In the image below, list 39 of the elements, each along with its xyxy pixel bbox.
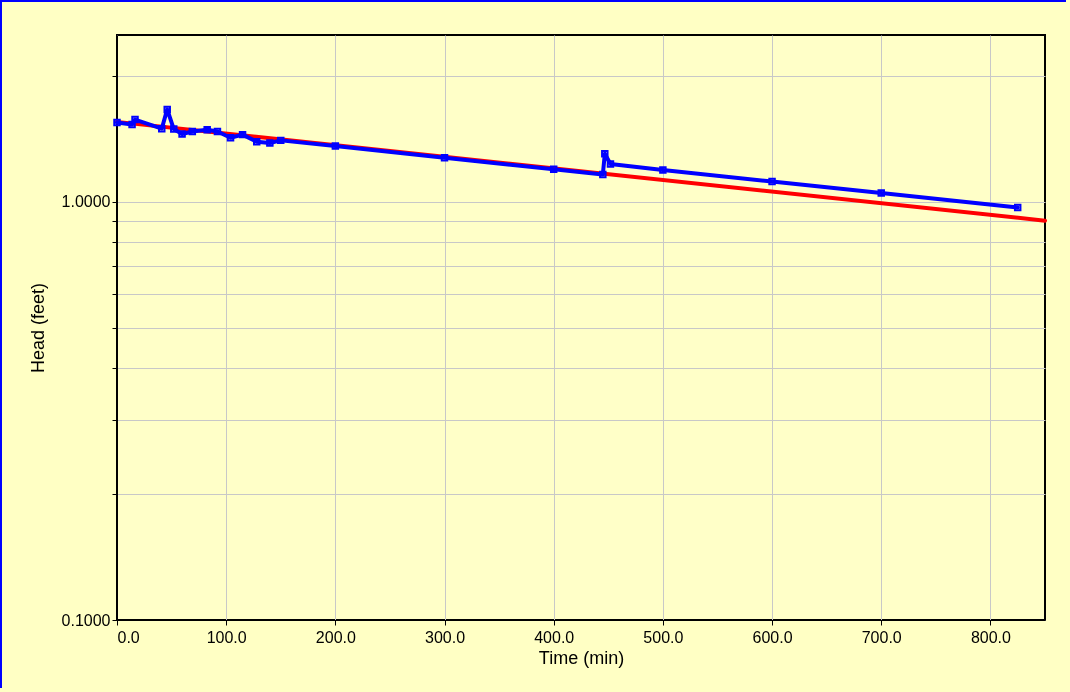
point xyxy=(768,177,776,186)
point xyxy=(203,125,211,134)
point xyxy=(170,125,178,133)
y-tick-label: 1.0000 xyxy=(61,193,111,211)
point xyxy=(877,189,885,197)
point xyxy=(601,150,609,158)
point xyxy=(1013,203,1022,212)
point xyxy=(131,115,139,124)
point xyxy=(253,137,261,146)
x-tick-label: 200.0 xyxy=(315,628,356,646)
point xyxy=(549,165,558,174)
x-tick-label: 600.0 xyxy=(752,628,793,646)
point xyxy=(266,139,274,147)
point xyxy=(188,127,197,136)
x-tick-label: 500.0 xyxy=(643,628,684,646)
x-tick-label: 100.0 xyxy=(206,628,247,646)
point xyxy=(277,136,285,145)
x-axis-title: Time (min) xyxy=(538,647,625,668)
point xyxy=(163,105,171,114)
point xyxy=(331,142,340,150)
point xyxy=(659,166,667,174)
line-series xyxy=(113,105,1022,212)
point xyxy=(606,160,615,168)
point xyxy=(599,170,607,179)
point xyxy=(178,130,186,138)
x-tick-label: 300.0 xyxy=(425,628,466,646)
x-tick-label: 700.0 xyxy=(861,628,902,646)
point xyxy=(440,153,449,162)
point xyxy=(113,118,121,127)
y-tick-label: 0.1000 xyxy=(61,611,111,629)
point xyxy=(213,127,222,136)
x-tick-label: 800.0 xyxy=(970,628,1012,646)
point xyxy=(158,124,166,133)
point xyxy=(226,134,235,142)
y-axis-title: Head (feet) xyxy=(27,282,48,374)
point xyxy=(238,130,247,139)
x-tick-label: 400.0 xyxy=(534,628,575,646)
point xyxy=(128,120,136,129)
x-tick-label: 0.0 xyxy=(117,628,140,646)
